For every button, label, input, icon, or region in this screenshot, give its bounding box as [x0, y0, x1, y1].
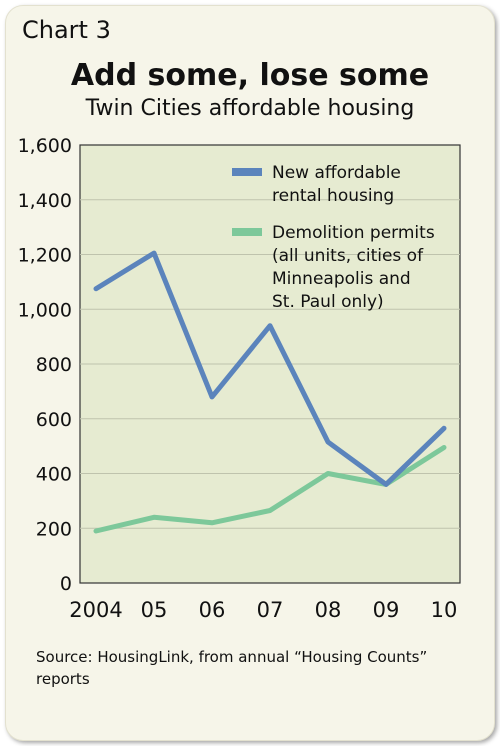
legend-label: rental housing [272, 186, 394, 206]
legend-label: St. Paul only) [272, 292, 384, 312]
y-tick-label: 600 [36, 409, 72, 431]
legend-label: Minneapolis and [272, 269, 411, 289]
legend-label: Demolition permits [272, 223, 435, 243]
data-point [268, 324, 272, 328]
x-tick-label: 09 [373, 598, 400, 622]
y-tick-label: 400 [36, 464, 72, 486]
data-point [94, 529, 98, 533]
chart-subtitle: Twin Cities affordable housing [85, 96, 415, 121]
data-point [384, 482, 388, 486]
x-tick-label: 07 [257, 598, 284, 622]
legend-label: New affordable [272, 163, 401, 183]
data-point [94, 287, 98, 291]
data-point [442, 426, 446, 430]
data-point [210, 521, 214, 525]
x-tick-label: 08 [315, 598, 342, 622]
legend-label: (all units, cities of [272, 246, 424, 266]
y-tick-label: 1,200 [18, 245, 72, 267]
x-tick-label: 2004 [69, 598, 122, 622]
y-tick-label: 1,000 [18, 299, 72, 321]
data-point [326, 472, 330, 475]
x-tick-label: 05 [141, 598, 168, 622]
y-tick-label: 800 [36, 354, 72, 376]
data-point [268, 508, 272, 512]
y-tick-label: 200 [36, 518, 72, 540]
y-tick-label: 1,600 [18, 135, 72, 157]
data-point [152, 515, 156, 519]
source-note: Source: HousingLink, from annual “Housin… [36, 648, 428, 688]
x-tick-label: 10 [431, 598, 458, 622]
chart-number: Chart 3 [22, 16, 111, 44]
data-point [442, 445, 446, 449]
chart-title: Add some, lose some [70, 58, 430, 93]
x-tick-label: 06 [199, 598, 226, 622]
data-point [210, 395, 214, 399]
data-point [326, 440, 330, 444]
y-tick-label: 0 [60, 573, 72, 595]
y-tick-label: 1,400 [18, 190, 72, 212]
data-point [152, 251, 156, 255]
